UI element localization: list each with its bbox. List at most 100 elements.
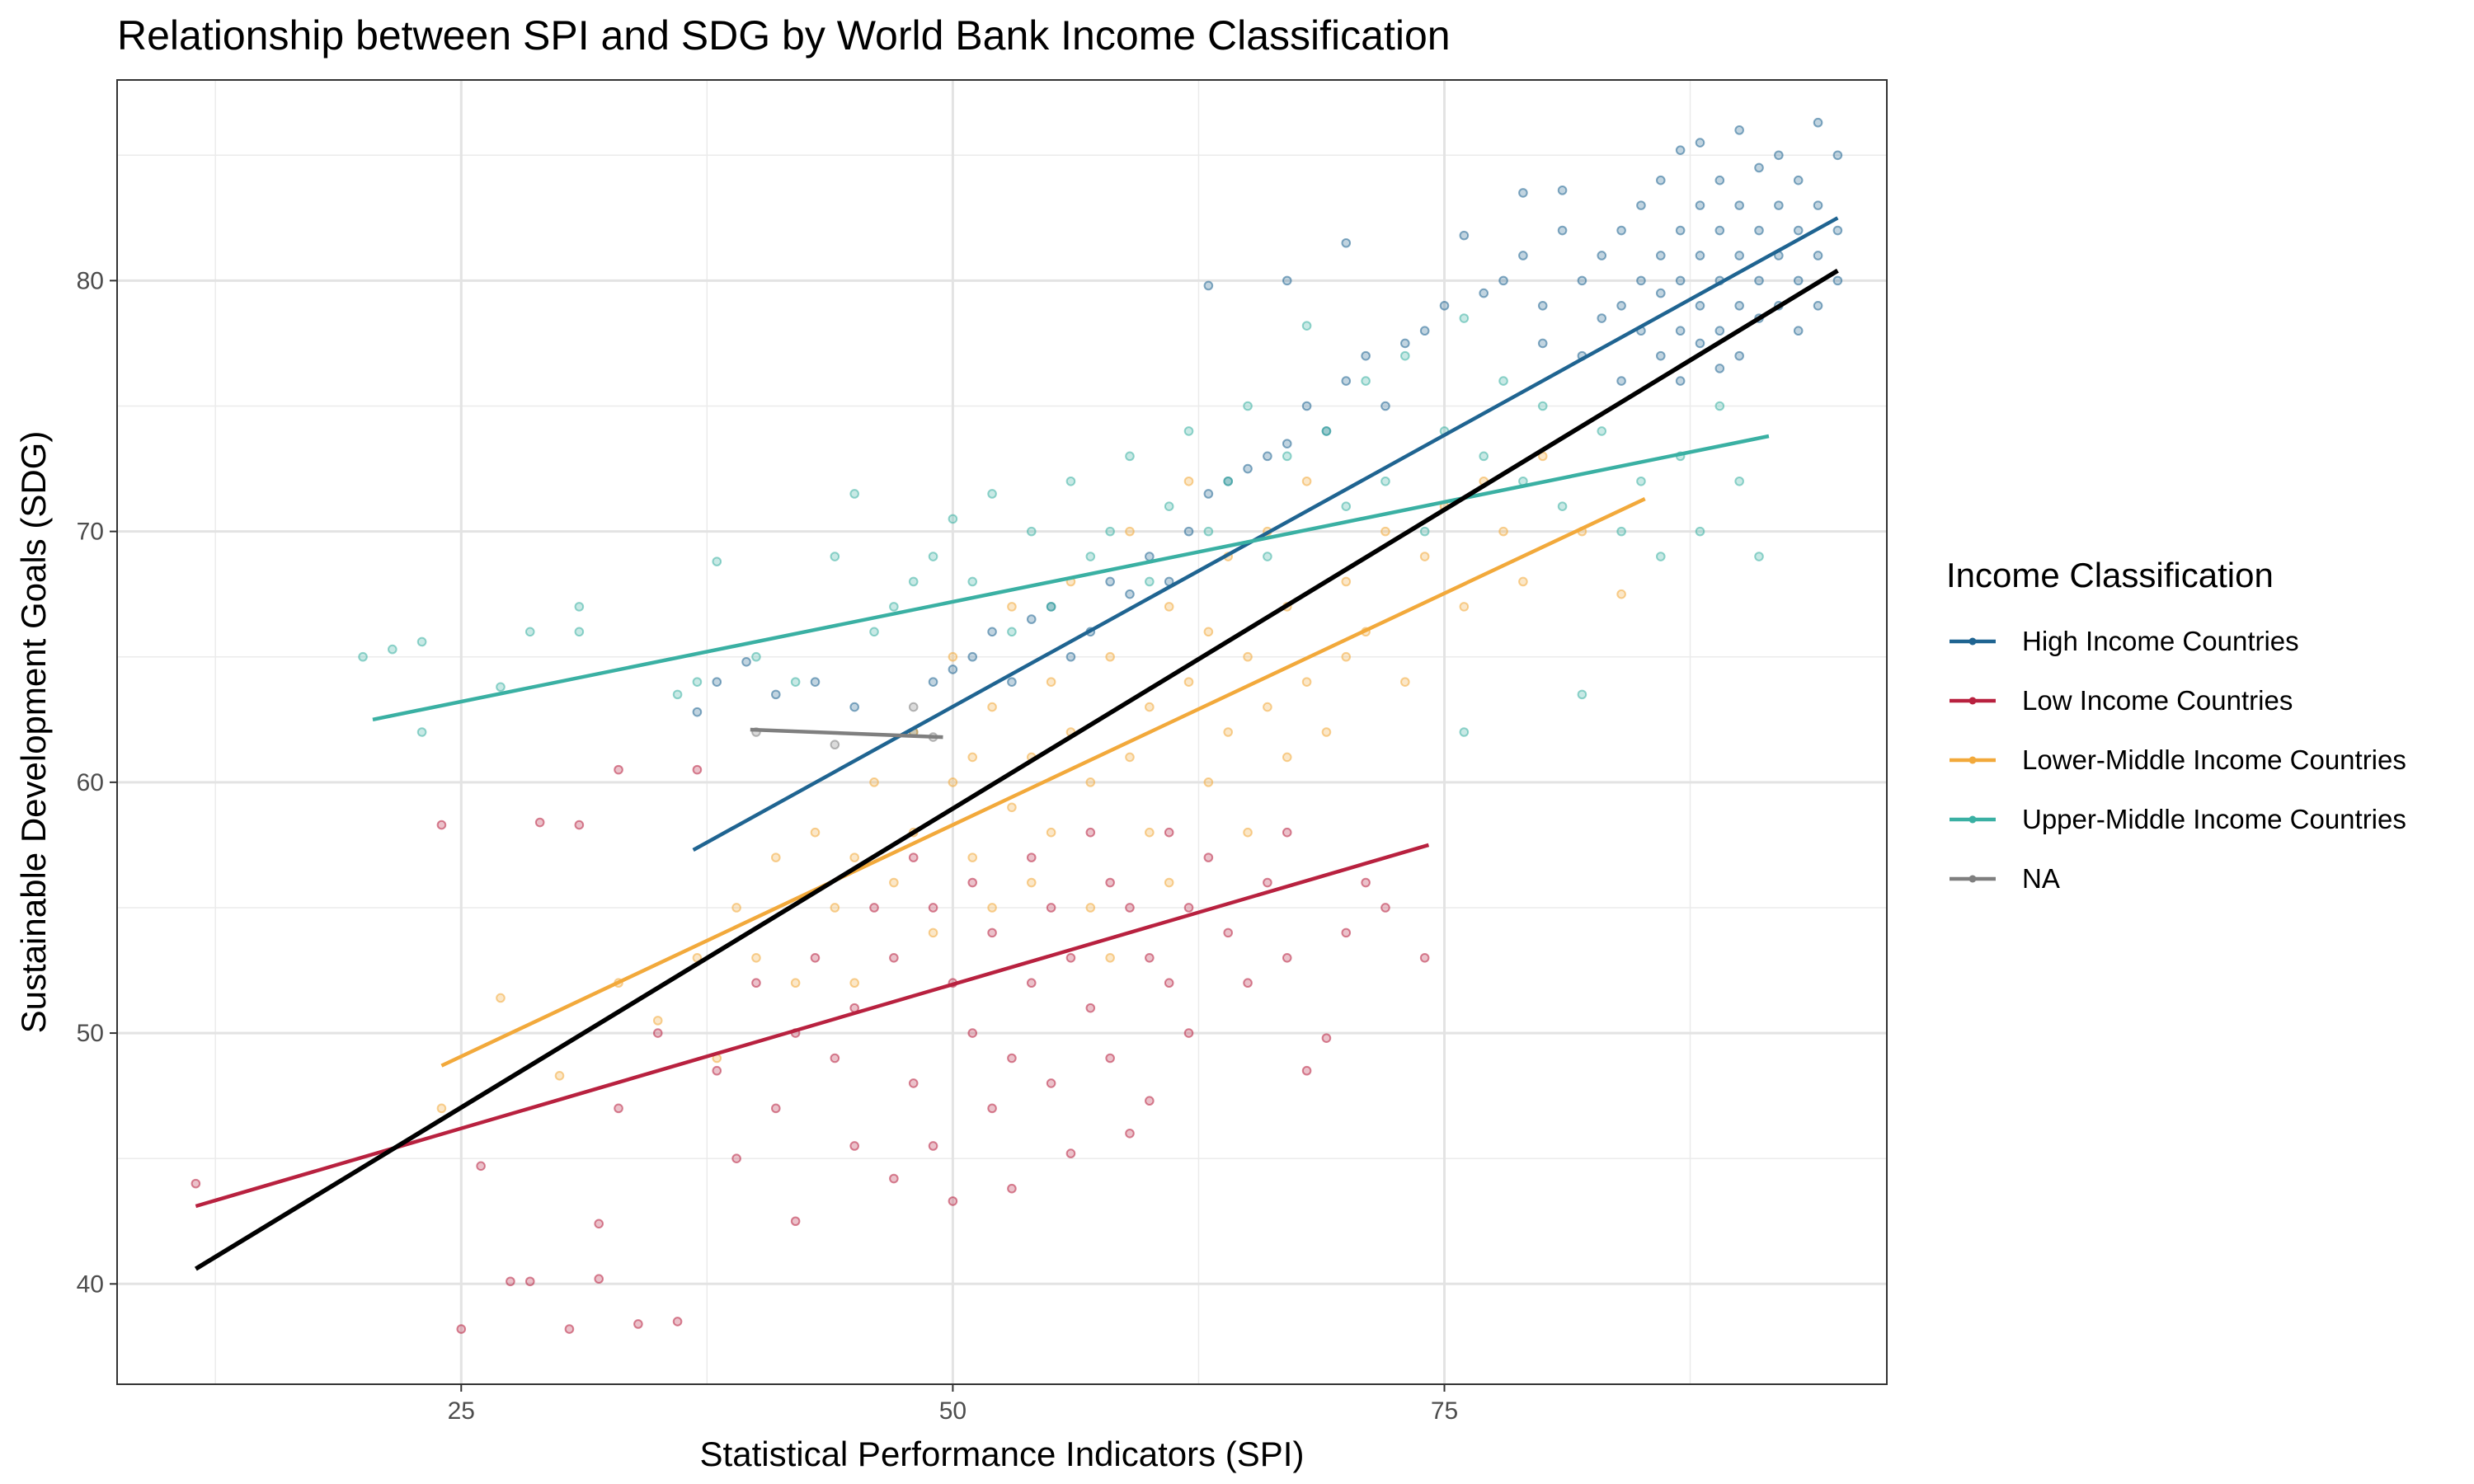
point-upper-middle-income-countries bbox=[1459, 727, 1470, 737]
point-low-income-countries bbox=[1105, 877, 1115, 888]
point-high-income-countries bbox=[1695, 138, 1705, 148]
point-upper-middle-income-countries bbox=[1655, 552, 1666, 561]
x-axis-ticks: 25 50 75 bbox=[448, 1384, 1458, 1425]
chart-title: Relationship between SPI and SDG by Worl… bbox=[117, 12, 1451, 59]
point-high-income-countries bbox=[1734, 200, 1744, 210]
point-upper-middle-income-countries bbox=[908, 576, 919, 587]
point-lower-middle-income-countries bbox=[1085, 903, 1096, 913]
point-lower-middle-income-countries bbox=[869, 777, 879, 787]
point-upper-middle-income-countries bbox=[712, 556, 722, 566]
point-high-income-countries bbox=[1734, 350, 1744, 361]
point-lower-middle-income-countries bbox=[928, 928, 938, 938]
point-low-income-countries bbox=[810, 953, 821, 963]
point-upper-middle-income-countries bbox=[1321, 426, 1332, 436]
legend: Income Classification High Income Countr… bbox=[1946, 556, 2406, 894]
point-high-income-countries bbox=[1282, 275, 1292, 286]
point-low-income-countries bbox=[1361, 877, 1371, 888]
point-high-income-countries bbox=[948, 665, 958, 674]
point-lower-middle-income-countries bbox=[987, 702, 997, 712]
point-high-income-countries bbox=[1695, 251, 1705, 261]
point-upper-middle-income-countries bbox=[574, 627, 585, 637]
point-lower-middle-income-countries bbox=[1007, 602, 1017, 612]
point-high-income-countries bbox=[1832, 225, 1843, 236]
point-low-income-countries bbox=[908, 1078, 919, 1088]
point-upper-middle-income-countries bbox=[1734, 476, 1744, 486]
point-upper-middle-income-countries bbox=[849, 489, 859, 499]
legend-label: Low Income Countries bbox=[2022, 685, 2293, 716]
point-upper-middle-income-countries bbox=[1046, 602, 1056, 612]
point-lower-middle-income-countries bbox=[1046, 677, 1056, 687]
fit-line-upper-middle-income-countries bbox=[372, 434, 1770, 721]
point-upper-middle-income-countries bbox=[889, 602, 899, 612]
point-high-income-countries bbox=[1203, 489, 1214, 499]
point-low-income-countries bbox=[908, 852, 919, 862]
point-high-income-countries bbox=[1832, 275, 1843, 286]
point-upper-middle-income-countries bbox=[1361, 376, 1371, 386]
x-tick-label: 25 bbox=[448, 1397, 475, 1425]
grid-minor bbox=[117, 80, 1887, 1384]
point-high-income-countries bbox=[1734, 301, 1744, 311]
point-upper-middle-income-countries bbox=[1065, 476, 1076, 486]
point-high-income-countries bbox=[987, 627, 997, 637]
point-upper-middle-income-countries bbox=[496, 682, 506, 693]
point-lower-middle-income-countries bbox=[1026, 877, 1037, 888]
point-low-income-countries bbox=[869, 903, 879, 913]
point-low-income-countries bbox=[1065, 953, 1076, 963]
point-lower-middle-income-countries bbox=[1164, 602, 1174, 612]
point-high-income-countries bbox=[1793, 175, 1804, 186]
point-lower-middle-income-countries bbox=[436, 1103, 447, 1114]
point-lower-middle-income-countries bbox=[1419, 552, 1430, 561]
point-high-income-countries bbox=[1793, 326, 1804, 336]
point-low-income-countries bbox=[967, 1028, 978, 1038]
point-high-income-countries bbox=[1675, 225, 1686, 236]
fit-line-overall bbox=[194, 268, 1839, 1271]
point-high-income-countries bbox=[692, 707, 703, 717]
point-lower-middle-income-countries bbox=[948, 651, 958, 662]
x-tick-label: 50 bbox=[939, 1397, 967, 1425]
legend-items: High Income Countries Low Income Countrie… bbox=[1950, 626, 2406, 894]
point-low-income-countries bbox=[948, 1196, 958, 1206]
point-high-income-countries bbox=[1714, 225, 1725, 236]
point-low-income-countries bbox=[652, 1028, 663, 1038]
point-high-income-countries bbox=[1183, 526, 1194, 537]
point-high-income-countries bbox=[1557, 225, 1568, 236]
y-tick-label: 40 bbox=[77, 1270, 104, 1298]
point-low-income-countries bbox=[534, 817, 545, 828]
point-lower-middle-income-countries bbox=[1164, 877, 1174, 888]
point-upper-middle-income-countries bbox=[928, 552, 938, 561]
point-upper-middle-income-countries bbox=[751, 651, 761, 662]
point-high-income-countries bbox=[1754, 275, 1764, 286]
point-low-income-countries bbox=[1026, 852, 1037, 862]
point-upper-middle-income-countries bbox=[967, 576, 978, 587]
point-upper-middle-income-countries bbox=[1479, 451, 1489, 462]
point-high-income-countries bbox=[1282, 439, 1292, 448]
point-upper-middle-income-countries bbox=[1105, 526, 1115, 537]
point-low-income-countries bbox=[633, 1319, 643, 1329]
point-lower-middle-income-countries bbox=[1203, 777, 1214, 787]
point-low-income-countries bbox=[1026, 978, 1037, 989]
point-lower-middle-income-countries bbox=[1459, 602, 1470, 612]
point-lower-middle-income-countries bbox=[554, 1070, 565, 1081]
point-lower-middle-income-countries bbox=[1243, 651, 1253, 662]
point-lower-middle-income-countries bbox=[1125, 752, 1135, 763]
point-upper-middle-income-countries bbox=[1301, 321, 1312, 331]
point-high-income-countries bbox=[1813, 301, 1823, 311]
point-upper-middle-income-countries bbox=[1597, 426, 1607, 436]
point-low-income-countries bbox=[987, 1103, 997, 1114]
point-high-income-countries bbox=[928, 677, 938, 687]
point-high-income-countries bbox=[1400, 338, 1410, 349]
point-upper-middle-income-countries bbox=[1537, 401, 1548, 411]
point-lower-middle-income-countries bbox=[1616, 589, 1626, 599]
point-upper-middle-income-countries bbox=[524, 627, 535, 637]
point-lower-middle-income-countries bbox=[1105, 651, 1115, 662]
point-high-income-countries bbox=[1636, 200, 1646, 210]
point-high-income-countries bbox=[1419, 326, 1430, 336]
point-high-income-countries bbox=[1675, 275, 1686, 286]
point-upper-middle-income-countries bbox=[1026, 526, 1037, 537]
point-low-income-countries bbox=[849, 1141, 859, 1151]
point-high-income-countries bbox=[1498, 275, 1508, 286]
point-upper-middle-income-countries bbox=[1714, 401, 1725, 411]
point-high-income-countries bbox=[1203, 280, 1214, 291]
point-lower-middle-income-countries bbox=[1183, 677, 1194, 687]
